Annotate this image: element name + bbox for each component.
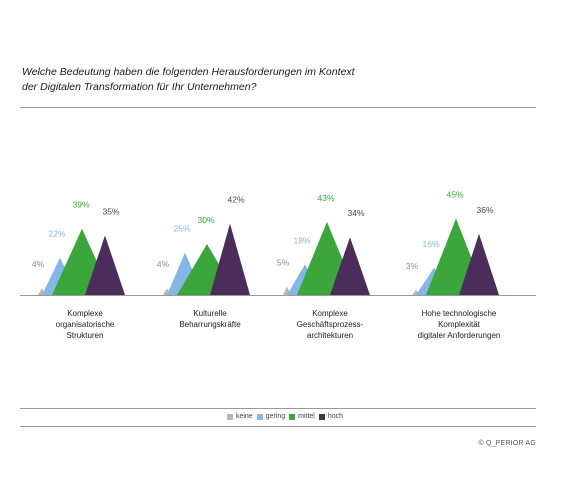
mountain-hoch-group-3 [330,237,370,295]
legend-swatch-mittel [289,413,296,420]
legend-item-keine: keine [226,413,253,420]
category-label-group-1-line-3: Strukturen [67,331,104,340]
legend-top-divider [20,408,536,409]
value-label-gering-group-3: 18% [293,235,310,245]
category-label-group-3-line-1: Komplexe [312,309,348,318]
category-label-group-1-line-1: Komplexe [67,309,103,318]
value-label-hoch-group-4: 36% [476,205,493,215]
legend-label-gering: gering [265,413,286,420]
category-label-group-4-line-3: digitaler Anforderungen [418,331,501,340]
value-label-mittel-group-3: 43% [317,193,334,203]
legend-label-hoch: hoch [327,413,344,420]
category-label-group-1-line-2: organisatorische [56,320,115,329]
legend-bottom-divider [20,426,536,427]
mountain-hoch-group-1 [85,235,125,295]
value-label-gering-group-1: 22% [48,229,65,239]
category-label-group-3-line-3: architekturen [307,331,353,340]
value-label-gering-group-2: 25% [173,224,190,234]
value-label-keine-group-1: 4% [32,259,45,269]
mountain-hoch-group-4 [459,233,499,295]
mountain-hoch-group-2 [210,223,250,295]
value-label-gering-group-4: 16% [422,239,439,249]
value-label-keine-group-2: 4% [157,259,170,269]
value-label-mittel-group-2: 30% [197,215,214,225]
mountain-chart: 4% 22% 39% 35% Komplexe organisatorische Struk… [20,190,536,340]
value-label-hoch-group-1: 35% [102,207,119,217]
category-label-group-4-line-1: Hohe technologische [422,309,497,318]
legend-swatch-gering [256,413,263,420]
question-line-2: der Digitalen Transformation für Ihr Unt… [22,81,257,93]
value-label-keine-group-3: 5% [277,258,290,268]
value-label-keine-group-4: 3% [406,261,419,271]
value-label-hoch-group-2: 42% [227,195,244,205]
legend-label-keine: keine [235,413,253,420]
chart-legend: keine gering mittel hoch [0,413,570,422]
legend-item-gering: gering [256,413,286,420]
copyright-notice: © Q_PERIOR AG [478,440,536,447]
legend-item-mittel: mittel [289,413,315,420]
value-label-mittel-group-4: 45% [446,190,463,200]
value-label-mittel-group-1: 39% [72,200,89,210]
category-label-group-2-line-1: Kulturelle [193,309,227,318]
top-divider [20,107,536,108]
question-title: Welche Bedeutung haben die folgenden Her… [22,65,542,95]
category-label-group-4-line-2: Komplexität [438,320,481,329]
category-label-group-3-line-2: Geschäftsprozess- [297,320,364,329]
value-label-hoch-group-3: 34% [347,208,364,218]
legend-swatch-keine [226,413,233,420]
legend-label-mittel: mittel [298,413,315,420]
category-label-group-2-line-2: Beharrungskräfte [179,320,241,329]
legend-swatch-hoch [318,413,325,420]
question-line-1: Welche Bedeutung haben die folgenden Her… [22,66,355,78]
legend-item-hoch: hoch [318,413,344,420]
